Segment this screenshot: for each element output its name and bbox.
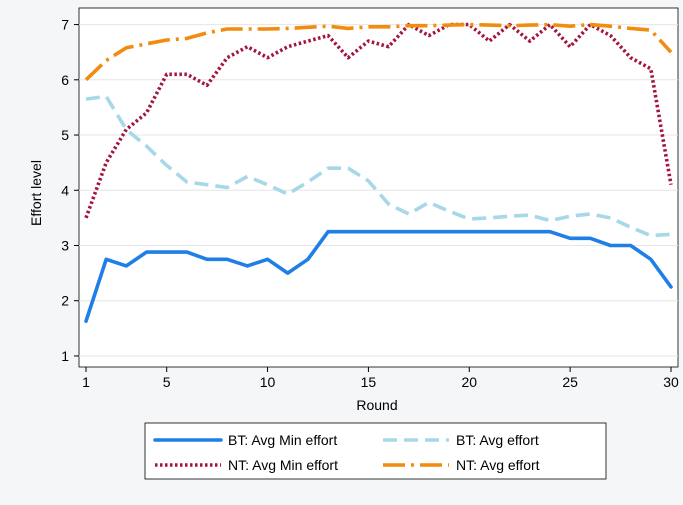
legend-label-3: NT: Avg effort	[456, 457, 540, 473]
series-layer	[84, 22, 673, 324]
legend-label-1: BT: Avg effort	[456, 432, 539, 448]
y-tick-label: 2	[61, 293, 69, 309]
legend-box	[144, 422, 607, 480]
y-tick-label: 3	[61, 237, 69, 253]
y-tick-label: 4	[61, 182, 69, 198]
legend-label-2: NT: Avg Min effort	[228, 457, 338, 473]
x-tick-label: 25	[562, 374, 578, 390]
grid-layer	[79, 24, 678, 357]
x-tick-label: 30	[663, 374, 679, 390]
series-line-2	[84, 22, 673, 219]
x-tick-label: 1	[82, 374, 90, 390]
x-tick-label: 15	[361, 374, 377, 390]
legend-label-0: BT: Avg Min effort	[228, 432, 337, 448]
series-line-1	[85, 94, 672, 238]
legend-items: BT: Avg Min effort BT: Avg effort NT: Avg …	[153, 432, 540, 473]
y-axis-label: Effort level	[28, 160, 44, 226]
y-tick-label: 1	[61, 348, 69, 364]
y-tick-label: 6	[61, 72, 69, 88]
series-line-0	[84, 229, 673, 324]
y-tick-label: 5	[61, 127, 69, 143]
y-tick-label: 7	[61, 17, 69, 33]
plot-area	[78, 7, 679, 368]
series-line-3	[84, 22, 673, 82]
x-axis-label: Round	[356, 397, 397, 413]
x-tick-label: 10	[260, 374, 276, 390]
x-tick-label: 20	[461, 374, 477, 390]
x-tick-label: 5	[163, 374, 171, 390]
legend: BT: Avg Min effort BT: Avg effort NT: Avg …	[144, 422, 607, 480]
